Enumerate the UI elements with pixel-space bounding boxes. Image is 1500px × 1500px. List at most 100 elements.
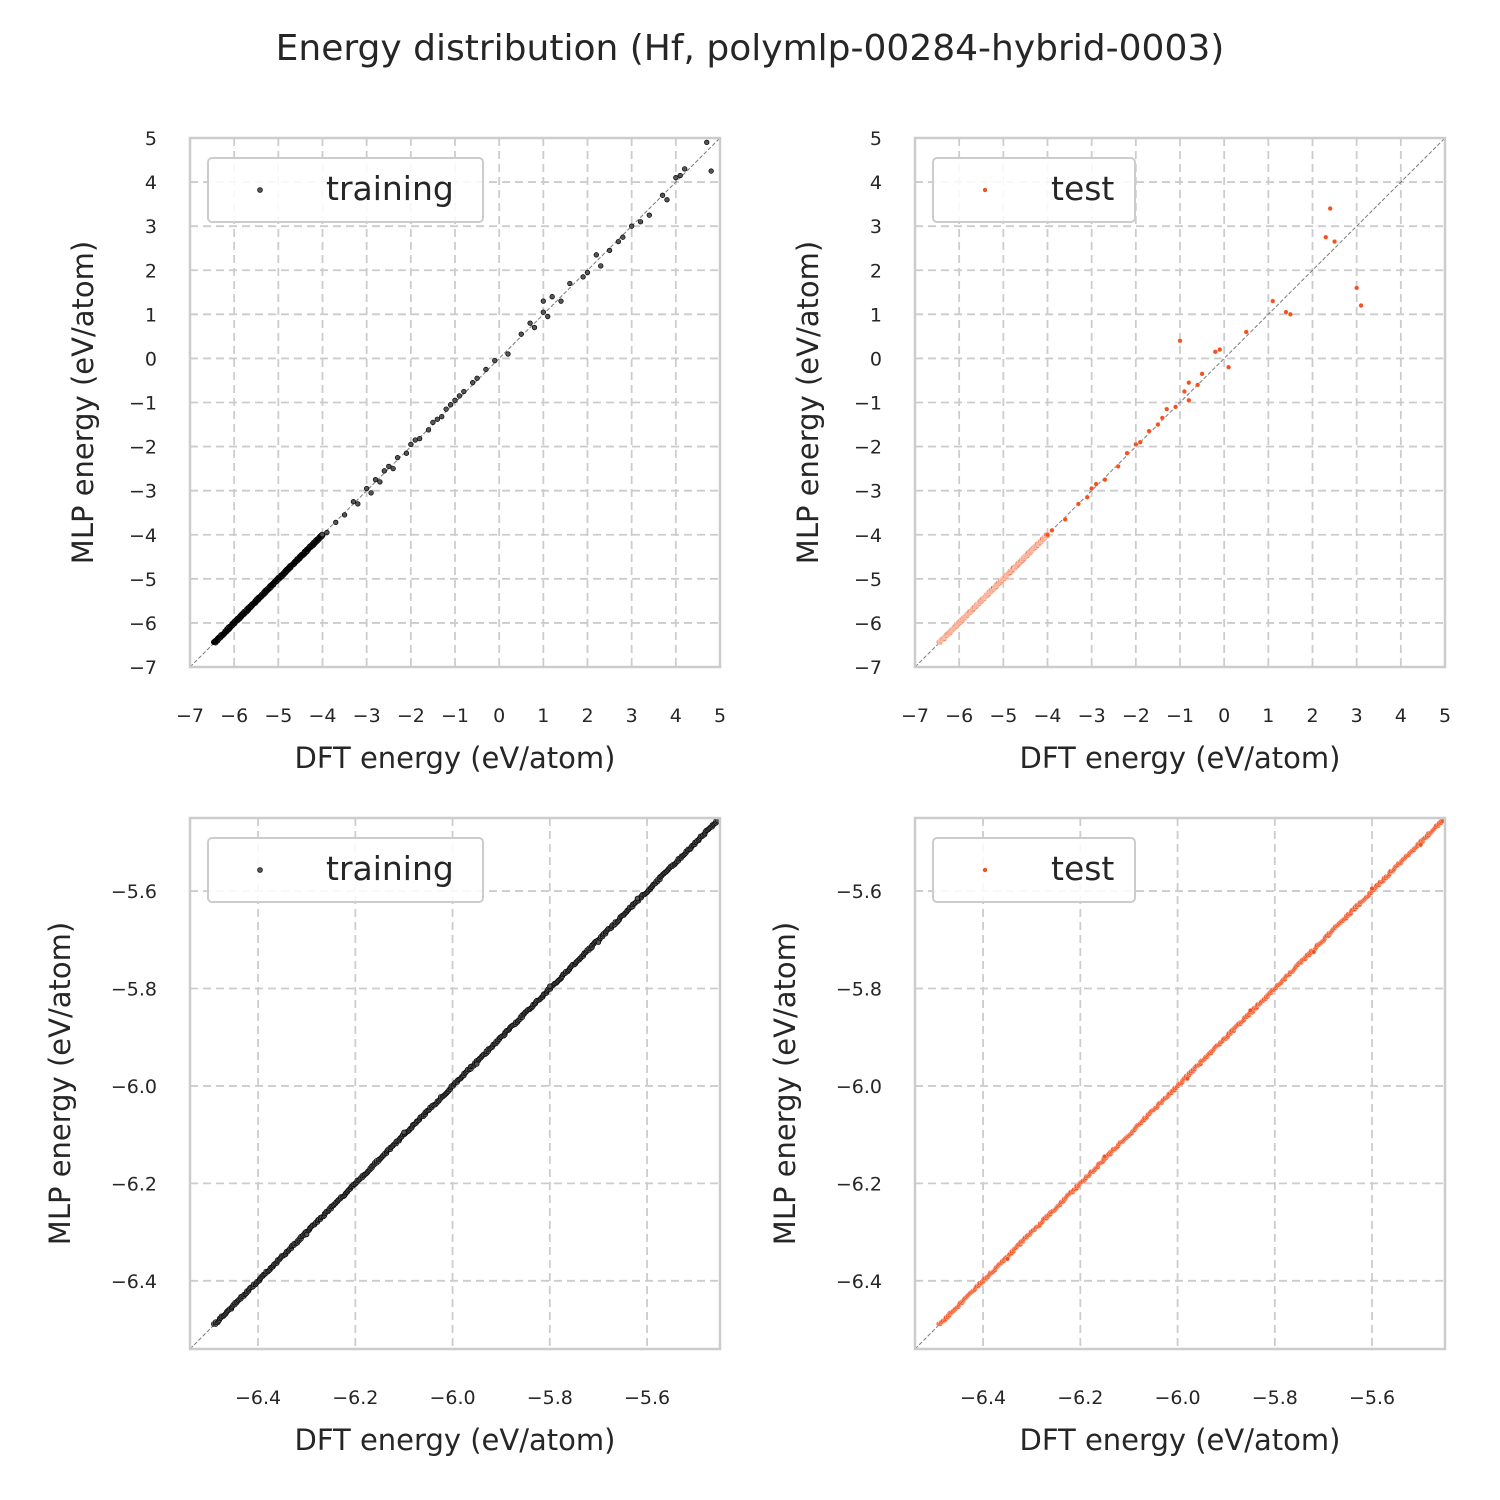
data-point bbox=[1226, 364, 1232, 370]
y-tick-label: −5 bbox=[854, 569, 882, 591]
data-point bbox=[549, 294, 555, 300]
data-point bbox=[1102, 1154, 1108, 1160]
x-tick-label: −6.4 bbox=[960, 1387, 1006, 1409]
data-point bbox=[425, 427, 432, 433]
x-tick-label: −6.4 bbox=[235, 1387, 281, 1409]
data-point bbox=[1186, 397, 1192, 403]
data-point bbox=[634, 895, 640, 902]
y-tick-label: 1 bbox=[870, 304, 882, 326]
data-point bbox=[540, 298, 546, 304]
x-tick-label: −3 bbox=[353, 705, 381, 727]
data-point bbox=[452, 397, 458, 403]
data-point bbox=[1369, 886, 1375, 892]
data-point bbox=[1195, 382, 1201, 388]
data-point bbox=[1062, 516, 1068, 522]
data-point bbox=[1270, 298, 1276, 304]
data-point bbox=[372, 476, 379, 483]
y-tick-label: 5 bbox=[870, 128, 882, 150]
x-tick-label: −2 bbox=[397, 705, 425, 727]
x-tick-label: −5.6 bbox=[1349, 1387, 1395, 1409]
panel-bottom-right: −6.4 −6.2 −6.0 −5.8 −5.6 −6.4 −6.2 −6.0 −5.8 −5.6… bbox=[768, 816, 1447, 1457]
data-point bbox=[408, 441, 414, 448]
data-point bbox=[461, 388, 467, 395]
y-tick-label: −6.2 bbox=[111, 1173, 157, 1195]
data-point bbox=[1418, 842, 1424, 848]
data-point bbox=[474, 1061, 480, 1067]
x-axis-label: DFT energy (eV/atom) bbox=[295, 741, 616, 775]
data-point bbox=[1354, 285, 1360, 291]
legend-box bbox=[932, 157, 1136, 223]
legend-marker bbox=[982, 187, 988, 193]
data-point bbox=[1327, 206, 1333, 211]
data-point bbox=[531, 324, 538, 331]
y-tick-label: 2 bbox=[145, 260, 157, 282]
data-point bbox=[558, 298, 564, 304]
data-point bbox=[1248, 1007, 1253, 1013]
x-tick-label: −6.2 bbox=[332, 1387, 378, 1409]
x-tick-label: −6 bbox=[945, 705, 973, 727]
data-point bbox=[439, 413, 445, 420]
data-point bbox=[615, 238, 622, 245]
x-tick-label: 2 bbox=[1306, 705, 1318, 727]
data-point bbox=[1184, 1076, 1190, 1082]
x-tick-label: −7 bbox=[901, 705, 929, 727]
y-tick-label: −6 bbox=[129, 613, 157, 635]
panel-top-left: −7 −6 −5 −4 −3 −2 −1 0 1 2 3 4 5 −7 −6 −5 −4 −3 −2 −1 0 1 2 3 4 5… bbox=[66, 128, 726, 775]
figure-title: Energy distribution (Hf, polymlp-00284-h… bbox=[276, 28, 1225, 69]
data-point bbox=[1283, 309, 1289, 315]
y-tick-label: −6.0 bbox=[111, 1076, 157, 1098]
data-point bbox=[1212, 349, 1218, 355]
x-tick-label: 5 bbox=[714, 705, 726, 727]
x-tick-label: −5 bbox=[989, 705, 1017, 727]
data-point bbox=[540, 309, 546, 315]
data-point bbox=[474, 375, 480, 381]
data-point bbox=[593, 252, 599, 258]
y-tick-label: −5.6 bbox=[111, 881, 157, 903]
data-point bbox=[456, 393, 463, 399]
legend: training bbox=[207, 157, 484, 223]
data-point bbox=[417, 435, 423, 442]
axes-frame bbox=[913, 136, 1447, 669]
data-point bbox=[1089, 486, 1095, 491]
data-point bbox=[430, 419, 436, 425]
data-point bbox=[584, 269, 591, 276]
data-point bbox=[412, 437, 418, 443]
data-point bbox=[598, 263, 604, 269]
legend-box bbox=[207, 837, 484, 903]
data-point bbox=[381, 468, 387, 474]
y-tick-label: −5 bbox=[129, 569, 157, 591]
legend-marker bbox=[257, 187, 263, 193]
data-point bbox=[1084, 494, 1090, 500]
x-tick-label: −4 bbox=[1033, 705, 1061, 727]
x-tick-label: 4 bbox=[1395, 705, 1407, 727]
x-axis-label: DFT energy (eV/atom) bbox=[1020, 1423, 1341, 1457]
data-point bbox=[333, 519, 339, 526]
y-tick-label: 3 bbox=[870, 216, 882, 238]
x-tick-label: −5 bbox=[264, 705, 292, 727]
data-point bbox=[1159, 415, 1165, 421]
y-tick-label: 0 bbox=[870, 348, 882, 370]
data-point bbox=[386, 463, 392, 470]
data-point bbox=[355, 501, 361, 507]
data-point bbox=[1358, 303, 1364, 308]
data-point bbox=[1164, 406, 1170, 412]
x-tick-label: 4 bbox=[670, 705, 682, 727]
legend-label: training bbox=[326, 169, 454, 208]
data-point bbox=[1173, 404, 1179, 410]
y-tick-label: −6.4 bbox=[836, 1271, 882, 1293]
data-point bbox=[505, 351, 511, 357]
x-tick-label: 5 bbox=[1439, 705, 1451, 727]
data-point bbox=[443, 406, 449, 412]
x-tick-label: −3 bbox=[1078, 705, 1106, 727]
y-tick-label: −1 bbox=[854, 393, 882, 415]
data-point bbox=[704, 139, 710, 146]
y-tick-label: 4 bbox=[870, 172, 882, 194]
x-tick-label: 1 bbox=[537, 705, 549, 727]
data-point bbox=[1102, 477, 1108, 483]
data-point bbox=[664, 197, 670, 203]
x-tick-label: −5.6 bbox=[624, 1387, 670, 1409]
y-tick-label: −3 bbox=[854, 481, 882, 503]
axes-frame bbox=[913, 816, 1447, 1351]
x-tick-label: −7 bbox=[176, 705, 204, 727]
data-point bbox=[567, 280, 573, 287]
